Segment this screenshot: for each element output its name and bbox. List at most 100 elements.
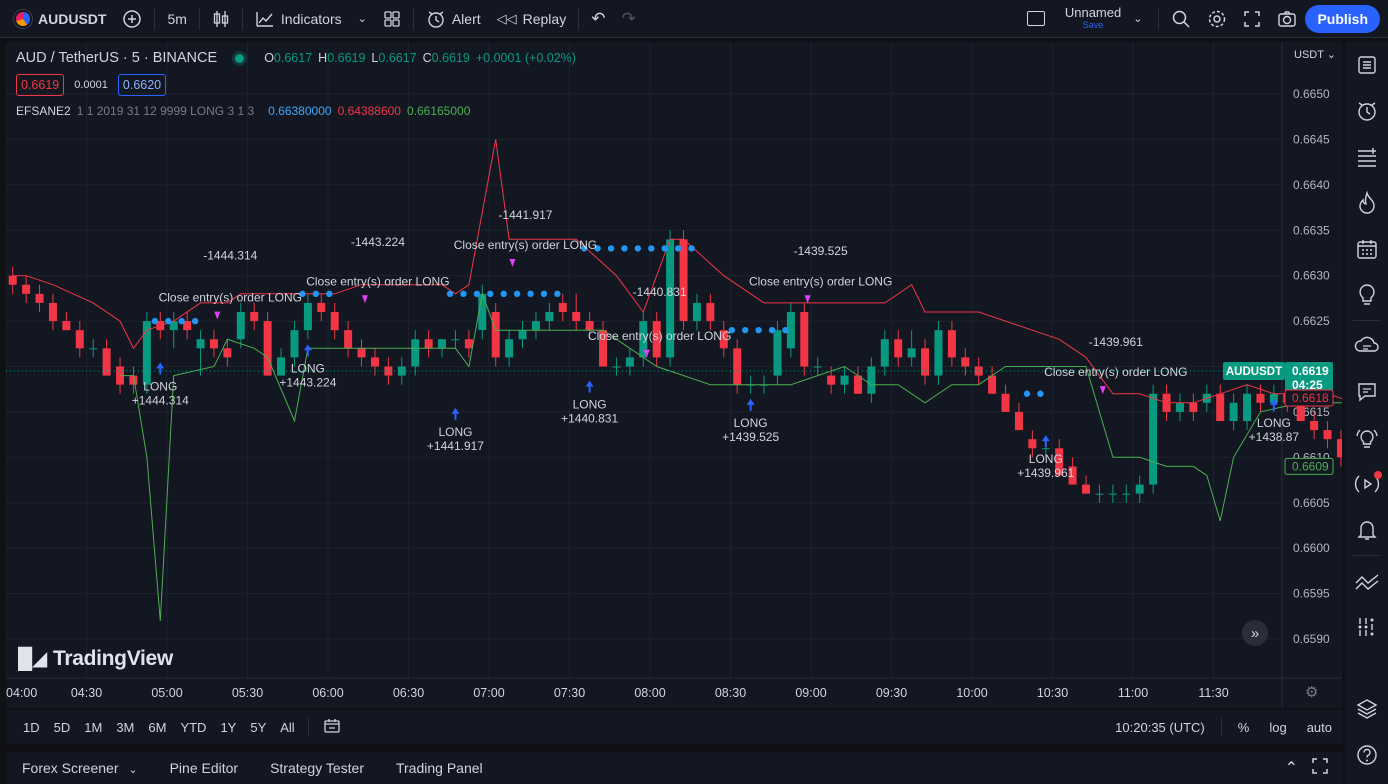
pine-screener-button[interactable]	[1346, 558, 1388, 604]
watchlist-button[interactable]	[1346, 42, 1388, 88]
time-tick-label: 08:30	[715, 686, 746, 700]
messages-button[interactable]	[1346, 369, 1388, 415]
ideas-button[interactable]	[1346, 272, 1388, 318]
stop-level-dot	[500, 290, 507, 298]
indicators-button[interactable]: Indicators ⌄	[247, 0, 375, 38]
settings-button[interactable]	[1199, 0, 1235, 38]
depth-of-market-button[interactable]	[1346, 604, 1388, 650]
layout-select-checkbox[interactable]	[1019, 0, 1053, 38]
auto-scale-toggle[interactable]: auto	[1306, 719, 1332, 735]
chart-settings-button[interactable]: ⚙	[1305, 683, 1318, 701]
scroll-to-realtime-button[interactable]: »	[1242, 620, 1268, 646]
range-button-5d[interactable]: 5D	[53, 719, 71, 735]
close-order-label: Close entry(s) order LONG	[588, 329, 731, 343]
price-tick-label: 0.6635	[1293, 223, 1330, 237]
replay-button[interactable]: ◁◁ Replay	[489, 0, 575, 38]
layers-button[interactable]	[1346, 686, 1388, 732]
undo-button[interactable]: ↶	[583, 0, 613, 38]
candle-body	[853, 375, 862, 394]
currency-selector[interactable]: USDT ⌄	[1294, 49, 1337, 61]
range-button-all[interactable]: All	[280, 719, 295, 735]
publish-button[interactable]: Publish	[1305, 4, 1380, 33]
candle-body	[531, 321, 540, 331]
upper-line-price-tag[interactable]	[1284, 389, 1334, 407]
range-button-5y[interactable]: 5Y	[250, 719, 267, 735]
compare-symbol-button[interactable]	[114, 0, 150, 38]
long-entry-arrow	[1041, 435, 1050, 448]
close-order-marker	[214, 311, 221, 320]
help-button[interactable]	[1346, 732, 1388, 778]
toolbar-divider	[198, 7, 200, 30]
stop-level-dot	[634, 245, 642, 252]
candle-body	[22, 284, 31, 294]
symbol-name: AUDUSDT	[38, 10, 107, 27]
percent-scale-toggle[interactable]: %	[1237, 719, 1250, 735]
square-icon	[1026, 11, 1045, 26]
price-tick-label: 0.6600	[1293, 541, 1330, 555]
chart-type-button[interactable]	[204, 0, 238, 38]
tab-strategy-tester[interactable]: Strategy Tester	[270, 760, 364, 776]
close-order-label: Close entry(s) order LONG	[159, 291, 302, 305]
idea-stream-button[interactable]	[1346, 415, 1388, 461]
notifications-button[interactable]	[1346, 507, 1388, 553]
layouts-button[interactable]	[375, 0, 409, 38]
candle-body	[988, 375, 997, 394]
object-tree-button[interactable]	[1346, 134, 1388, 180]
go-to-date-button[interactable]	[315, 718, 349, 737]
long-entry-label: LONG	[734, 416, 768, 430]
fullscreen-button[interactable]	[1235, 0, 1269, 38]
toolbar-divider	[578, 7, 580, 30]
stop-level-dot	[446, 290, 454, 298]
stop-level-dot	[661, 245, 668, 252]
market-open-indicator[interactable]	[235, 53, 245, 63]
symbol-title[interactable]: AUD / TetherUS · 5 · BINANCE	[16, 50, 218, 66]
chart-panel[interactable]: 0.6650 0.6645 0.6640 0.6635 0.6630 0.6625 0.66…	[6, 42, 1342, 708]
candle-body	[612, 366, 621, 368]
collapse-panel-button[interactable]: ⌃	[1285, 758, 1298, 778]
streams-button[interactable]	[1346, 461, 1388, 507]
tab-trading-panel[interactable]: Trading Panel	[395, 760, 483, 776]
layout-name-button[interactable]: Unnamed Save ⌄	[1053, 0, 1155, 38]
stop-level-dot	[782, 326, 789, 334]
interval-button[interactable]: 5m	[167, 10, 187, 27]
chart-canvas[interactable]: 0.6650 0.6645 0.6640 0.6635 0.6630 0.6625 0.66…	[6, 42, 1342, 708]
alerts-button[interactable]	[1346, 88, 1388, 134]
sell-price-button[interactable]: 0.6619	[16, 74, 65, 96]
alert-button[interactable]: Alert	[418, 0, 489, 38]
range-button-ytd[interactable]: YTD	[180, 719, 207, 735]
last-price-tag[interactable]	[1285, 362, 1333, 395]
tab-forex-screener[interactable]: Forex Screener ⌄	[6, 760, 154, 776]
stop-level-dot	[554, 290, 561, 298]
close-order-label: Close entry(s) order LONG	[306, 274, 449, 288]
symbol-search-button[interactable]: AUDUSDT	[0, 0, 114, 38]
range-divider	[1220, 718, 1222, 736]
range-button-1y[interactable]: 1Y	[220, 719, 237, 735]
lower-line-price-tag[interactable]	[1284, 457, 1334, 475]
calendar-button[interactable]	[1346, 226, 1388, 272]
buy-price-button[interactable]: 0.6620	[117, 74, 167, 96]
range-button-1d[interactable]: 1D	[23, 719, 40, 735]
candle-body	[639, 321, 648, 358]
candle-body	[679, 239, 688, 322]
range-button-3m[interactable]: 3M	[116, 719, 135, 735]
log-scale-toggle[interactable]: log	[1269, 719, 1287, 735]
maximize-panel-button[interactable]	[1312, 757, 1328, 779]
tab-pine-editor[interactable]: Pine Editor	[169, 760, 239, 776]
range-button-6m[interactable]: 6M	[148, 719, 167, 735]
hotlists-button[interactable]	[1346, 180, 1388, 226]
snapshot-button[interactable]	[1269, 0, 1305, 38]
search-button[interactable]	[1163, 0, 1199, 38]
redo-button[interactable]: ↷	[613, 0, 643, 38]
chats-button[interactable]	[1346, 323, 1388, 369]
candle-body	[921, 348, 930, 376]
indicator-legend[interactable]: EFSANE2 1 1 2019 31 12 9999 LONG 3 1 3 0…	[16, 104, 576, 118]
candle-body	[599, 330, 608, 367]
stop-level-dot	[178, 317, 185, 325]
utc-clock[interactable]: 10:20:35 (UTC)	[1115, 719, 1205, 735]
candle-body	[250, 312, 259, 322]
toolbar-divider	[241, 7, 243, 30]
range-button-1m[interactable]: 1M	[84, 719, 103, 735]
close-pnl-label: -1441.917	[498, 208, 552, 222]
stop-level-dot	[742, 326, 749, 334]
candle-body	[719, 330, 728, 349]
